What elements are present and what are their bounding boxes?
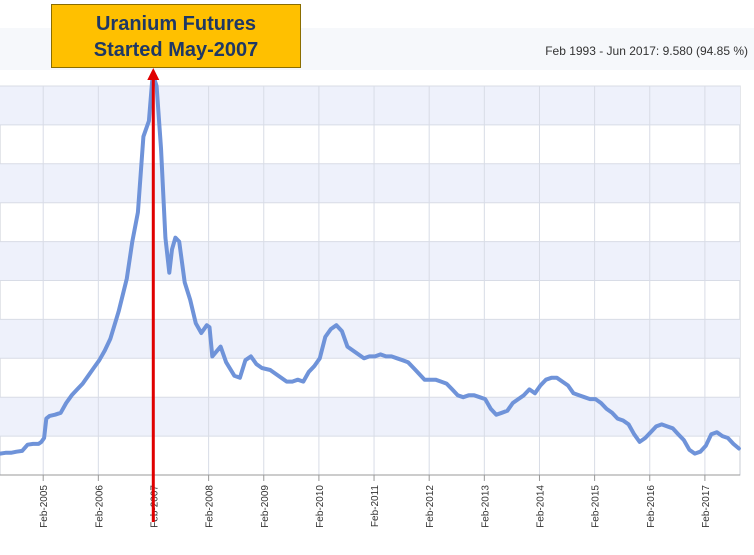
x-tick-label: Feb-2009 <box>260 485 271 528</box>
x-tick-label: Feb-2010 <box>315 485 326 528</box>
x-tick-label: Feb-2017 <box>701 485 712 528</box>
range-summary: Feb 1993 - Jun 2017: 9.580 (94.85 %) <box>545 44 748 58</box>
x-tick-label: Feb-2008 <box>205 485 216 528</box>
x-tick-label: Feb-2014 <box>535 485 546 528</box>
x-tick-label: Feb-2012 <box>425 485 436 528</box>
x-tick-label: Feb-2013 <box>480 485 491 528</box>
grid-band <box>0 397 740 437</box>
x-tick-label: Feb-2016 <box>646 485 657 528</box>
callout-line-2: Started May-2007 <box>93 39 259 61</box>
grid-band <box>0 163 740 203</box>
x-tick-label: Feb-2006 <box>94 485 105 528</box>
uranium-futures-callout: Uranium Futures Started May-2007 <box>51 4 301 68</box>
callout-line-1: Uranium Futures <box>95 13 257 35</box>
x-tick-label: Feb-2015 <box>591 485 602 528</box>
grid-band <box>0 86 740 125</box>
marker-layer <box>147 68 160 522</box>
x-tick-label: Feb-2011 <box>370 485 381 528</box>
series-line <box>0 72 741 456</box>
x-tick-label: Feb-2007 <box>149 485 160 528</box>
x-tick-label: Feb-2005 <box>39 485 50 528</box>
series-layer <box>0 72 741 456</box>
futures-start-arrowhead <box>147 68 160 80</box>
grid-band <box>0 241 740 281</box>
grid-band <box>0 319 740 359</box>
x-axis-ticks: Feb-2005 Feb-2006 Feb-2007 Feb-2008 Feb-2009… <box>0 474 740 528</box>
